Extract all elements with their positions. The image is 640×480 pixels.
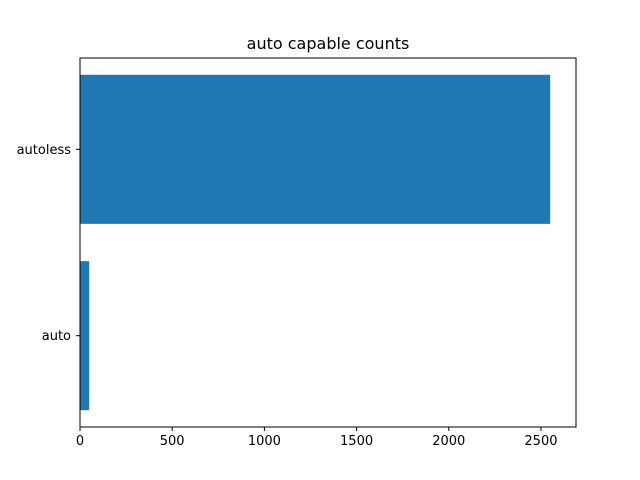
plot-frame bbox=[79, 57, 577, 428]
y-tick-label-autoless: autoless bbox=[17, 143, 72, 158]
x-axis: 0 500 1000 1500 2000 2500 bbox=[76, 427, 558, 449]
chart-title: auto capable counts bbox=[247, 34, 410, 53]
x-tick-label-1000: 1000 bbox=[248, 434, 281, 449]
y-tick-label-auto: auto bbox=[42, 329, 71, 344]
bar-auto bbox=[80, 261, 90, 411]
bar-autoless bbox=[80, 74, 551, 224]
x-tick-label-2500: 2500 bbox=[524, 434, 557, 449]
x-tick-label-2000: 2000 bbox=[432, 434, 465, 449]
x-tick-label-0: 0 bbox=[76, 434, 84, 449]
y-axis: auto autoless bbox=[17, 143, 80, 344]
x-tick-label-500: 500 bbox=[160, 434, 185, 449]
x-tick-label-1500: 1500 bbox=[340, 434, 373, 449]
bars-group bbox=[80, 74, 551, 411]
